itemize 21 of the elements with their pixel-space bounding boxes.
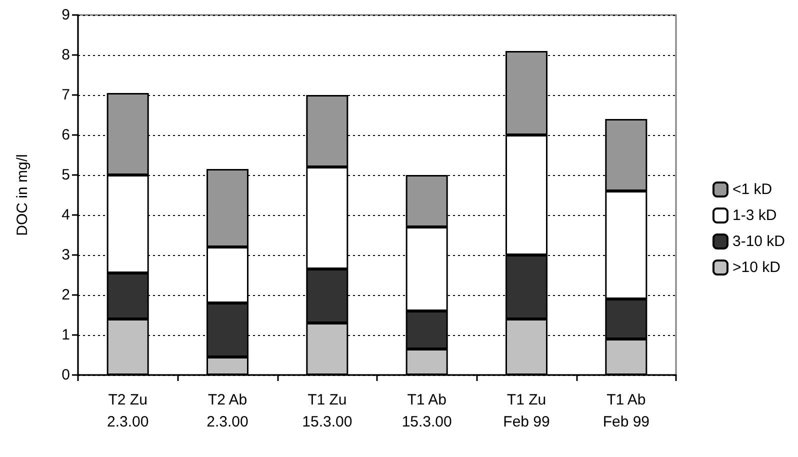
y-tick-label: 1	[62, 326, 70, 344]
y-tick-label: 5	[62, 166, 70, 184]
y-tick-label: 8	[62, 46, 70, 64]
legend-label: 3-10 kD	[732, 233, 786, 250]
x-tick-label: T1 Ab 15.3.00	[402, 392, 452, 430]
y-axis-title: DOC in mg/l	[14, 154, 31, 236]
y-tick-label: 9	[62, 6, 70, 24]
y-tick-label: 6	[62, 126, 70, 144]
x-tick-label: T1 Ab Feb 99	[602, 392, 650, 430]
y-tick-label: 3	[62, 246, 70, 264]
y-tick-label: 4	[62, 206, 70, 224]
x-tick-label: T2 Ab 2.3.00	[206, 392, 248, 430]
x-tick-label: T2 Zu 2.3.00	[106, 392, 149, 430]
legend-label: 1-3 kD	[732, 207, 777, 224]
y-tick-label: 2	[62, 286, 70, 304]
x-tick-label: T1 Zu Feb 99	[503, 392, 550, 430]
y-tick-label: 0	[62, 366, 70, 384]
legend-label: <1 kD	[732, 181, 772, 198]
x-tick-label: T1 Zu 15.3.00	[302, 392, 352, 430]
y-tick-label: 7	[62, 86, 70, 104]
legend-label: >10 kD	[732, 259, 781, 276]
